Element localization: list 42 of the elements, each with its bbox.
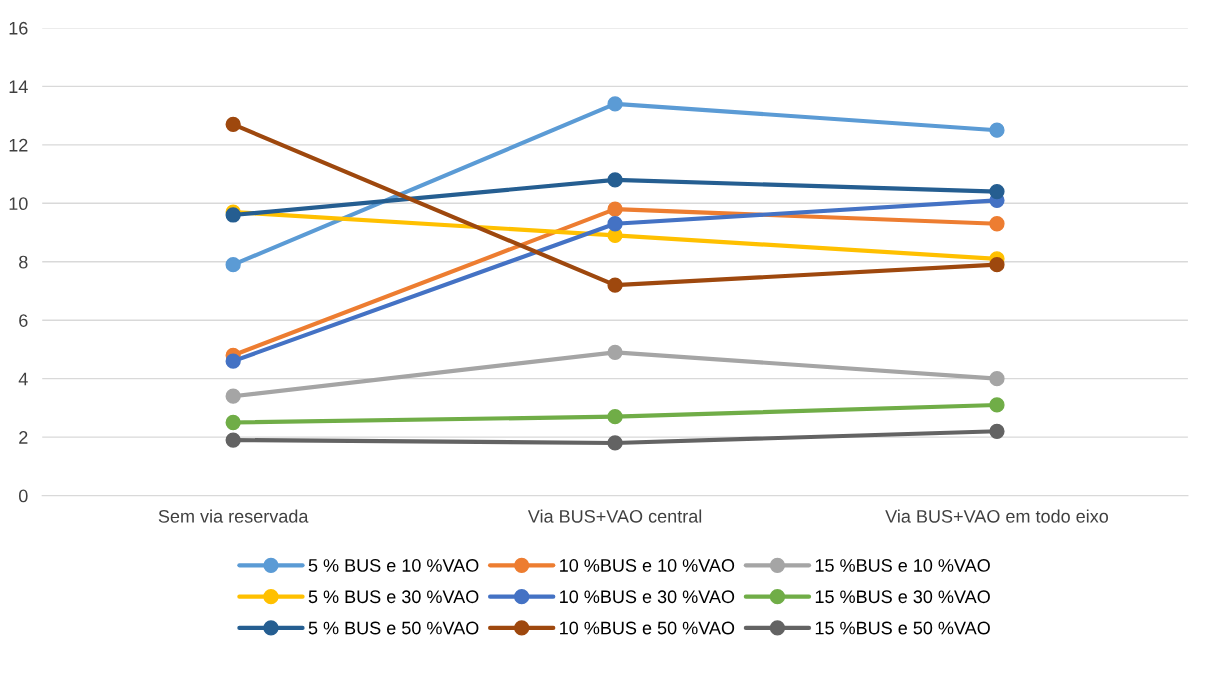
point — [607, 216, 623, 232]
point — [607, 172, 623, 188]
point — [607, 277, 623, 293]
legend-label: 15 %BUS e 50 %VAO — [815, 621, 990, 635]
y-tick-label: 16 — [9, 21, 28, 35]
point — [989, 397, 1005, 413]
legend-label: 5 % BUS e 10 %VAO — [308, 559, 479, 572]
point — [989, 423, 1005, 439]
y-tick-label: 4 — [18, 372, 28, 386]
point — [989, 216, 1005, 232]
legend-label: 5 % BUS e 50 %VAO — [308, 621, 479, 635]
legend-label: 10 %BUS e 50 %VAO — [560, 621, 735, 635]
point — [607, 344, 623, 360]
y-tick-label: 10 — [9, 197, 28, 211]
point — [225, 257, 241, 273]
point — [607, 409, 623, 425]
x-tick-label: Via BUS+VAO central — [527, 509, 702, 523]
y-tick-label: 2 — [19, 431, 28, 444]
legend-label: 10 %BUS e 10 %VAO — [560, 559, 735, 572]
legend-label: 15 %BUS e 30 %VAO — [815, 590, 990, 604]
y-tick-label: 14 — [9, 80, 28, 93]
x-tick-label: Sem via reservada — [158, 509, 309, 523]
point — [225, 116, 241, 133]
point — [225, 388, 241, 404]
point — [989, 257, 1005, 273]
y-tick-label: 12 — [9, 138, 28, 152]
legend-label: 5 % BUS e 30 %VAO — [308, 590, 479, 604]
y-tick-label: 0 — [18, 489, 28, 503]
point — [607, 435, 623, 451]
legend-label: 10 %BUS e 30 %VAO — [560, 590, 735, 604]
point — [225, 353, 241, 369]
x-tick-label: Via BUS+VAO em todo eixo — [885, 509, 1109, 523]
legend-label: 15 %BUS e 10 %VAO — [815, 559, 990, 572]
y-tick-label: 8 — [19, 255, 28, 269]
point — [607, 201, 623, 217]
point — [989, 183, 1005, 200]
point — [225, 432, 241, 448]
point — [225, 414, 241, 431]
point — [607, 96, 623, 112]
point — [989, 122, 1005, 138]
point — [989, 371, 1005, 387]
y-tick-label: 6 — [19, 314, 28, 327]
